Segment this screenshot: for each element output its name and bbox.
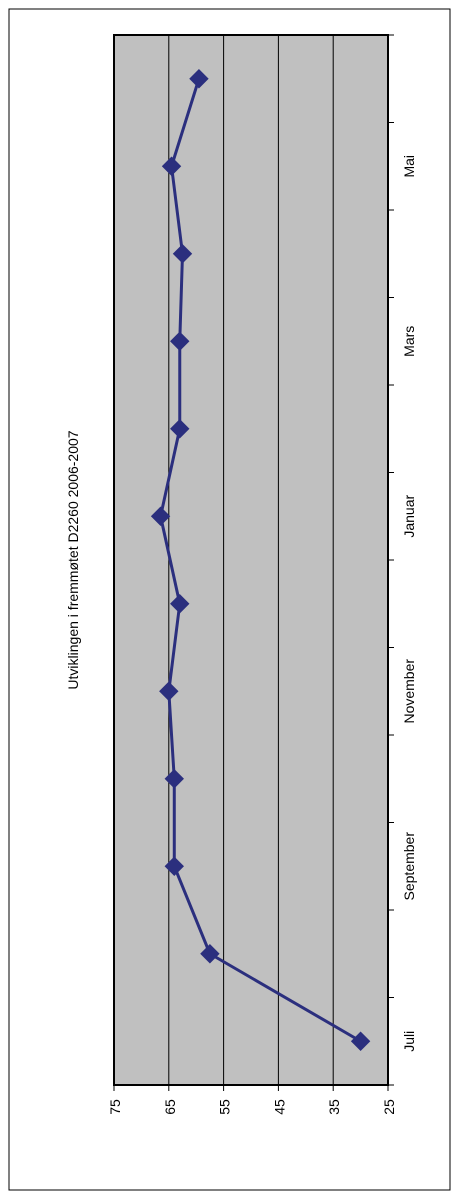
category-label: September [401, 832, 417, 901]
data-point-marker [164, 856, 184, 876]
data-point-marker [200, 944, 220, 964]
value-tick-label: 45 [271, 1099, 287, 1115]
value-tick-label: 35 [326, 1099, 342, 1115]
series-line [159, 78, 362, 1043]
category-label: Januar [401, 495, 417, 538]
data-point-marker [161, 156, 182, 176]
data-point-marker [189, 69, 209, 89]
value-tick-label: 25 [381, 1099, 397, 1115]
series-layer [150, 69, 371, 1051]
data-point-marker [159, 681, 179, 701]
chart-title: Utviklingen i fremmøtet D2260 2006-2007 [65, 430, 81, 689]
value-tick-label: 75 [107, 1099, 123, 1115]
data-point-marker [170, 594, 190, 614]
data-point-marker [172, 244, 193, 264]
data-point-marker [350, 1031, 371, 1051]
value-tick-label: 65 [162, 1099, 178, 1115]
axis-ticks [113, 34, 394, 1091]
data-point-marker [170, 331, 190, 351]
axis-labels: 25 35 45 55 65 75 Juli September November Januar M… [107, 155, 417, 1115]
data-point-marker [150, 506, 171, 526]
plot-area [113, 34, 389, 1086]
category-label: Mai [401, 155, 417, 178]
category-label: November [401, 659, 417, 724]
data-point-marker [170, 419, 190, 439]
data-point-marker [164, 769, 184, 789]
value-tick-label: 55 [217, 1099, 233, 1115]
category-label: Juli [401, 1031, 417, 1052]
category-label: Mars [401, 326, 417, 357]
